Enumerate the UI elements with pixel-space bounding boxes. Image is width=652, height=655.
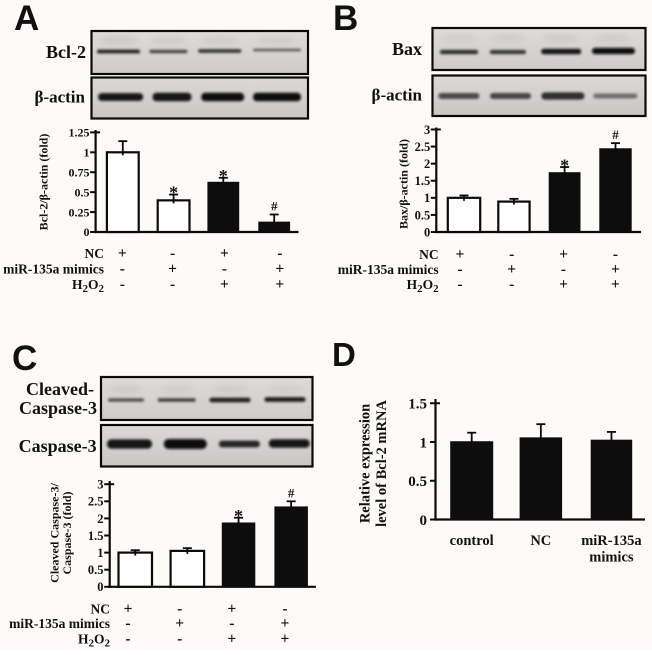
svg-text:+: + [275, 276, 284, 293]
svg-text:H2O2: H2O2 [72, 277, 105, 295]
svg-text:2.5: 2.5 [88, 495, 104, 509]
svg-text:1.5: 1.5 [408, 397, 427, 413]
svg-text:1: 1 [97, 546, 103, 560]
svg-text:H2O2: H2O2 [407, 277, 440, 295]
svg-text:0.5: 0.5 [88, 563, 104, 577]
svg-text:+: + [227, 631, 236, 648]
svg-text:Relative expression: Relative expression [357, 404, 373, 523]
svg-text:+: + [611, 276, 620, 293]
svg-text:+: + [220, 245, 229, 262]
svg-text:control: control [450, 533, 494, 549]
svg-text:#: # [271, 198, 278, 213]
svg-text:3: 3 [424, 123, 430, 137]
svg-text:-: - [170, 276, 175, 293]
svg-text:Cleaved Caspase-3/: Cleaved Caspase-3/ [48, 483, 62, 583]
svg-text:+: + [175, 615, 184, 632]
svg-text:A: A [14, 0, 39, 38]
svg-text:miR-135a mimics: miR-135a mimics [9, 616, 110, 631]
svg-text:+: + [611, 261, 620, 278]
svg-text:*: * [219, 166, 228, 186]
svg-text:+: + [124, 601, 133, 618]
svg-text:+: + [227, 601, 236, 618]
svg-text:H2O2: H2O2 [78, 632, 111, 650]
svg-text:0: 0 [97, 580, 103, 594]
svg-text:-: - [457, 261, 462, 278]
svg-text:D: D [332, 336, 356, 373]
svg-text:1.25: 1.25 [69, 126, 90, 140]
svg-text:0.75: 0.75 [69, 165, 90, 179]
svg-text:+: + [507, 261, 516, 278]
svg-text:-: - [509, 276, 514, 293]
svg-text:Caspase-3 (fold): Caspase-3 (fold) [60, 491, 74, 574]
svg-text:+: + [275, 261, 284, 278]
svg-text:-: - [509, 246, 514, 263]
svg-text:2: 2 [424, 157, 430, 171]
svg-text:Bcl-2: Bcl-2 [46, 42, 86, 62]
svg-text:-: - [457, 276, 462, 293]
svg-text:+: + [455, 246, 464, 263]
svg-text:Caspase-3: Caspase-3 [19, 398, 97, 418]
svg-text:-: - [125, 631, 130, 648]
svg-text:NC: NC [419, 247, 439, 262]
svg-text:β-actin: β-actin [371, 86, 422, 105]
svg-text:Bcl-2/β-actin (fold): Bcl-2/β-actin (fold) [37, 134, 51, 231]
svg-text:miR-135a: miR-135a [581, 533, 642, 549]
svg-text:Cleaved-: Cleaved- [26, 379, 94, 399]
svg-text:-: - [613, 246, 618, 263]
svg-text:miR-135a mimics: miR-135a mimics [338, 262, 439, 277]
svg-text:1.5: 1.5 [88, 529, 104, 543]
svg-text:0.5: 0.5 [408, 474, 427, 490]
svg-text:-: - [177, 631, 182, 648]
svg-text:0: 0 [84, 225, 90, 239]
svg-text:*: * [560, 155, 569, 175]
svg-text:NC: NC [530, 533, 551, 549]
svg-text:0: 0 [424, 225, 430, 239]
svg-text:-: - [561, 261, 566, 278]
svg-text:1: 1 [424, 191, 430, 205]
svg-text:#: # [612, 127, 619, 142]
svg-text:*: * [169, 183, 178, 203]
svg-text:+: + [559, 276, 568, 293]
svg-text:-: - [229, 615, 234, 632]
svg-text:+: + [280, 631, 289, 648]
svg-text:B: B [333, 0, 358, 38]
svg-text:level of Bcl-2 mRNA: level of Bcl-2 mRNA [374, 400, 390, 527]
svg-text:β-actin: β-actin [34, 88, 85, 107]
svg-text:+: + [559, 246, 568, 263]
svg-text:-: - [177, 601, 182, 618]
svg-text:-: - [120, 276, 125, 293]
svg-text:2.5: 2.5 [415, 140, 431, 154]
svg-text:1: 1 [420, 435, 428, 451]
svg-text:+: + [118, 245, 127, 262]
svg-text:Bax/β-actin (fold): Bax/β-actin (fold) [397, 139, 411, 229]
svg-text:C: C [12, 339, 37, 378]
svg-text:-: - [222, 261, 227, 278]
svg-text:NC: NC [91, 602, 111, 617]
svg-text:1: 1 [84, 146, 90, 160]
svg-text:miR-135a mimics: miR-135a mimics [3, 262, 104, 277]
svg-text:Caspase-3: Caspase-3 [19, 436, 97, 456]
svg-text:-: - [170, 245, 175, 262]
svg-text:-: - [120, 261, 125, 278]
svg-text:+: + [280, 615, 289, 632]
svg-text:0.25: 0.25 [69, 205, 90, 219]
svg-text:1.5: 1.5 [415, 174, 431, 188]
svg-text:0.5: 0.5 [415, 208, 431, 222]
svg-text:mimics: mimics [589, 550, 634, 566]
svg-text:-: - [125, 615, 130, 632]
svg-text:0: 0 [420, 513, 428, 529]
svg-text:NC: NC [85, 246, 105, 261]
svg-text:2: 2 [97, 512, 103, 526]
svg-text:0.5: 0.5 [75, 185, 90, 199]
svg-text:+: + [168, 261, 177, 278]
svg-text:Bax: Bax [392, 39, 422, 59]
svg-text:-: - [282, 601, 287, 618]
svg-text:3: 3 [97, 478, 103, 492]
svg-text:*: * [234, 506, 243, 526]
svg-text:+: + [220, 276, 229, 293]
svg-text:#: # [288, 485, 295, 500]
svg-text:-: - [277, 245, 282, 262]
